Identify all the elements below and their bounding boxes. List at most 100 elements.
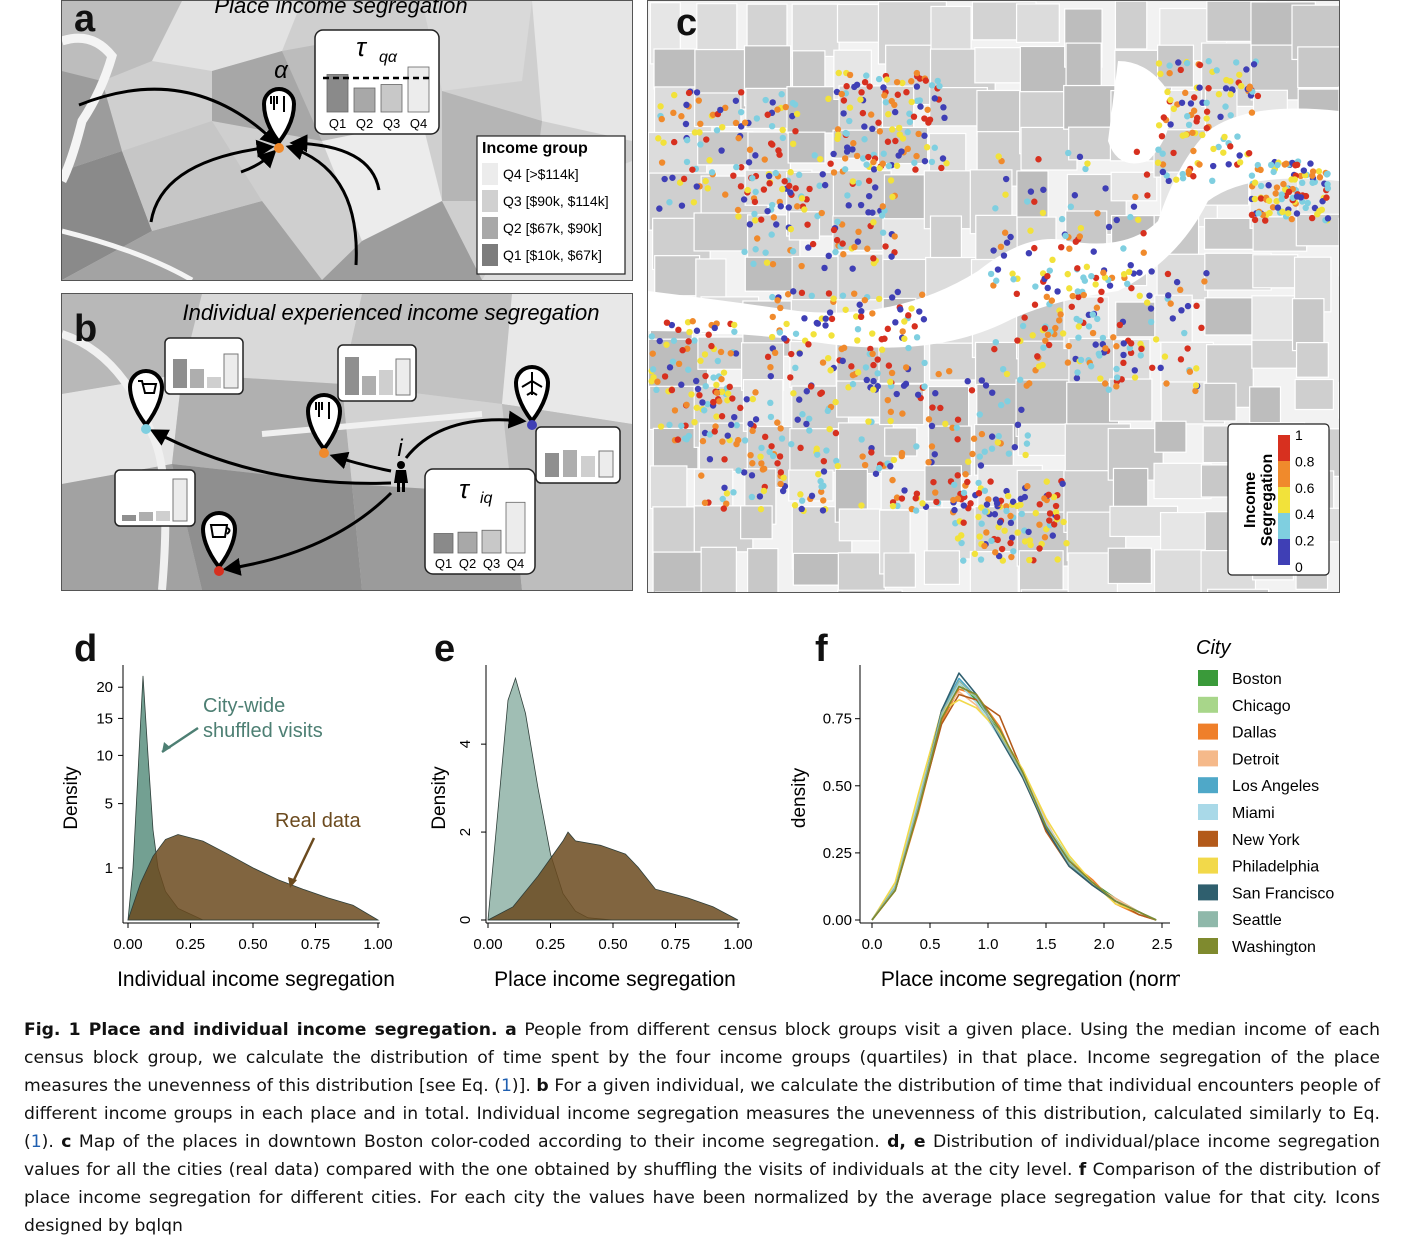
place-point: [655, 135, 661, 141]
place-point: [889, 98, 895, 104]
place-point: [862, 79, 868, 85]
place-point: [1113, 366, 1119, 372]
place-point: [1044, 273, 1050, 279]
place-point: [1042, 325, 1048, 331]
y-tick-label: 15: [96, 710, 113, 727]
place-point: [1170, 315, 1176, 321]
place-point: [1010, 548, 1016, 554]
place-point: [768, 414, 774, 420]
place-point: [977, 453, 983, 459]
legend-swatch: [1198, 911, 1218, 927]
place-point: [914, 334, 920, 340]
shopping-cart-pin-icon: [130, 371, 162, 425]
place-point: [830, 151, 836, 157]
legend-swatch: [1198, 831, 1218, 847]
place-point: [719, 413, 725, 419]
place-point: [676, 361, 682, 367]
place-point: [742, 119, 748, 125]
place-point: [675, 436, 681, 442]
place-point: [1019, 511, 1025, 517]
place-point: [702, 178, 708, 184]
caption-letter-c: c: [61, 1132, 71, 1152]
caption-letter-b: b: [536, 1076, 548, 1096]
place-point: [1238, 83, 1244, 89]
place-point: [827, 309, 833, 315]
place-point: [1092, 341, 1098, 347]
place-point: [1012, 444, 1018, 450]
place-point: [777, 481, 783, 487]
place-point: [1100, 335, 1106, 341]
x-tick-label: 1.00: [723, 936, 752, 953]
place-point: [741, 196, 747, 202]
place-point: [820, 359, 826, 365]
place-point: [871, 166, 877, 172]
visit-arrow: [406, 420, 523, 458]
caption-text-c: Map of the places in downtown Boston col…: [71, 1132, 887, 1152]
place-point: [1062, 233, 1068, 239]
place-point: [962, 471, 968, 477]
place-point: [1205, 85, 1211, 91]
place-point: [1009, 271, 1015, 277]
caption-equation-ref[interactable]: 1: [31, 1132, 42, 1152]
place-point: [863, 364, 869, 370]
place-point: [1258, 195, 1264, 201]
place-point: [804, 388, 810, 394]
place-point: [1190, 148, 1196, 154]
place-point: [960, 557, 966, 563]
density-area-real-data: [128, 835, 378, 921]
place-point: [821, 468, 827, 474]
place-point: [891, 457, 897, 463]
place-point: [722, 191, 728, 197]
place-point: [749, 460, 755, 466]
place-point: [1128, 262, 1134, 268]
legend-swatch: [482, 244, 498, 266]
place-point: [858, 202, 864, 208]
place-point: [834, 136, 840, 142]
place-point: [822, 322, 828, 328]
place-point: [1002, 191, 1008, 197]
density-line-chicago: [872, 687, 1156, 921]
place-point: [821, 265, 827, 271]
place-point: [1317, 174, 1323, 180]
place-point: [911, 113, 917, 119]
place-point: [1017, 377, 1023, 383]
place-point: [835, 463, 841, 469]
place-bars-box: [165, 338, 243, 394]
place-point: [735, 467, 741, 473]
place-point: [1070, 293, 1076, 299]
colorbar-title-line2: Segregation: [1259, 454, 1276, 546]
income-segregation-colorbar: Income Segregation 10.80.60.40.20: [1227, 423, 1331, 577]
place-point: [1194, 115, 1200, 121]
place-point: [1132, 367, 1138, 373]
place-point: [894, 79, 900, 85]
place-point: [1157, 365, 1163, 371]
place-point: [683, 121, 689, 127]
place-point: [728, 350, 734, 356]
place-point: [900, 328, 906, 334]
place-point: [806, 427, 812, 433]
place-point: [1059, 216, 1065, 222]
place-point: [995, 439, 1001, 445]
place-point: [768, 443, 774, 449]
place-point: [926, 416, 932, 422]
place-point: [890, 503, 896, 509]
place-point: [713, 413, 719, 419]
y-tick-label: 20: [96, 679, 113, 696]
bar-label: Q2: [356, 116, 373, 131]
y-tick-label: 2: [457, 828, 474, 836]
legend-title: City: [1196, 637, 1231, 659]
place-point: [881, 92, 887, 98]
place-point: [840, 292, 846, 298]
place-point: [856, 302, 862, 308]
y-tick-label: 4: [457, 740, 474, 748]
place-point: [1178, 67, 1184, 73]
place-point: [927, 116, 933, 122]
place-point: [823, 447, 829, 453]
place-point: [1121, 271, 1127, 277]
place-point: [983, 382, 989, 388]
place-point: [874, 370, 880, 376]
caption-equation-ref[interactable]: 1: [501, 1076, 512, 1096]
place-point: [1034, 353, 1040, 359]
place-point: [1149, 365, 1155, 371]
place-point: [862, 462, 868, 468]
